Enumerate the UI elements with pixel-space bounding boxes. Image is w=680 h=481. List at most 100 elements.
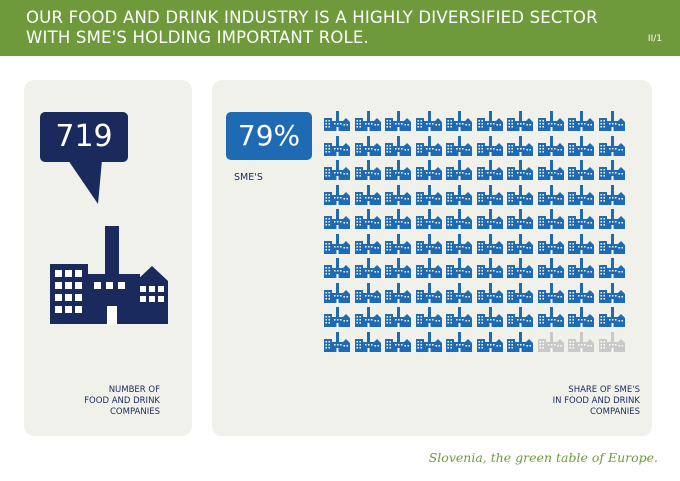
factory-icon (324, 258, 350, 278)
factory-icon (415, 209, 442, 229)
factory-icon (568, 209, 594, 229)
factory-icon (446, 135, 472, 156)
factory-icon (507, 111, 533, 131)
factory-icon (476, 233, 503, 254)
factory-icon (354, 135, 381, 156)
factory-icon (354, 233, 381, 254)
factory-icon (537, 233, 564, 254)
factory-icon (385, 307, 411, 327)
factory-icon (446, 160, 472, 180)
factory-icon (324, 233, 350, 254)
factory-icon (476, 282, 503, 303)
factory-icon (324, 111, 350, 131)
factory-icon (446, 307, 472, 327)
factory-icon (537, 331, 564, 352)
factory-icon (568, 307, 594, 327)
factory-icon (537, 209, 564, 229)
sme-share-bubble: 79% (226, 112, 312, 160)
sme-share-caption: SHARE OF SME'S IN FOOD AND DRINK COMPANI… (500, 385, 640, 418)
factory-icon (446, 111, 472, 131)
factory-icon (354, 282, 381, 303)
factory-icon (415, 233, 442, 254)
factory-icon (568, 331, 594, 352)
factory-icon (324, 184, 350, 205)
factory-icon (354, 111, 381, 131)
factory-icon (324, 331, 350, 352)
factory-icon (507, 233, 533, 254)
factory-icon (476, 307, 503, 327)
factory-icon (354, 184, 381, 205)
factory-icon (476, 160, 503, 180)
factory-icon-grid (324, 111, 630, 355)
factory-icon (324, 282, 350, 303)
factory-icon (476, 111, 503, 131)
factory-icon (446, 282, 472, 303)
factory-icon (568, 258, 594, 278)
factory-icon (537, 160, 564, 180)
factory-icon (537, 258, 564, 278)
factory-icon (476, 258, 503, 278)
company-count-bubble: 719 (40, 112, 128, 162)
factory-icon (385, 135, 411, 156)
bubble-tail (68, 160, 102, 204)
factory-icon (446, 233, 472, 254)
factory-icon (354, 209, 381, 229)
factory-icon (598, 258, 625, 278)
factory-icon (568, 282, 594, 303)
factory-icon (385, 111, 411, 131)
footer-tagline: Slovenia, the green table of Europe. (428, 450, 658, 465)
factory-icon (415, 307, 442, 327)
sme-label: SME'S (234, 172, 263, 183)
factory-icon (598, 307, 625, 327)
factory-icon (507, 209, 533, 229)
factory-icon (324, 307, 350, 327)
factory-icon (507, 160, 533, 180)
factory-icon (446, 258, 472, 278)
factory-icon (324, 135, 350, 156)
factory-icon (446, 331, 472, 352)
caption-line: FOOD AND DRINK (84, 396, 160, 406)
factory-icon (537, 307, 564, 327)
factory-icon (385, 184, 411, 205)
caption-line: NUMBER OF (108, 385, 160, 395)
caption-line: COMPANIES (590, 407, 640, 417)
factory-icon (598, 209, 625, 229)
factory-icon (507, 184, 533, 205)
factory-icon (415, 160, 442, 180)
factory-icon (415, 111, 442, 131)
factory-icon (537, 135, 564, 156)
factory-icon (415, 258, 442, 278)
factory-icon (354, 258, 381, 278)
factory-icon (354, 160, 381, 180)
factory-icon (354, 307, 381, 327)
page-number: II/1 (647, 34, 662, 44)
caption-line: COMPANIES (110, 407, 160, 417)
factory-icon (507, 135, 533, 156)
factory-icon (324, 160, 350, 180)
factory-icon (446, 209, 472, 229)
factory-icon (568, 160, 594, 180)
factory-icon (385, 209, 411, 229)
factory-icon (598, 331, 625, 352)
factory-icon (568, 111, 594, 131)
factory-icon (598, 135, 625, 156)
factory-icon (415, 282, 442, 303)
caption-line: SHARE OF SME'S (568, 385, 640, 395)
factory-icon (568, 135, 594, 156)
factory-icon (446, 184, 472, 205)
factory-icon (415, 331, 442, 352)
factory-icon (415, 184, 442, 205)
factory-icon (385, 282, 411, 303)
caption-line: IN FOOD AND DRINK (552, 396, 640, 406)
factory-icon (385, 160, 411, 180)
factory-icon (50, 226, 168, 324)
factory-icon (568, 184, 594, 205)
factory-icon (476, 331, 503, 352)
factory-icon (476, 184, 503, 205)
factory-icon (537, 282, 564, 303)
factory-icon (385, 258, 411, 278)
factory-icon (476, 135, 503, 156)
factory-icon (324, 209, 350, 229)
header-bar: OUR FOOD AND DRINK INDUSTRY IS A HIGHLY … (0, 0, 680, 56)
factory-icon (385, 331, 411, 352)
